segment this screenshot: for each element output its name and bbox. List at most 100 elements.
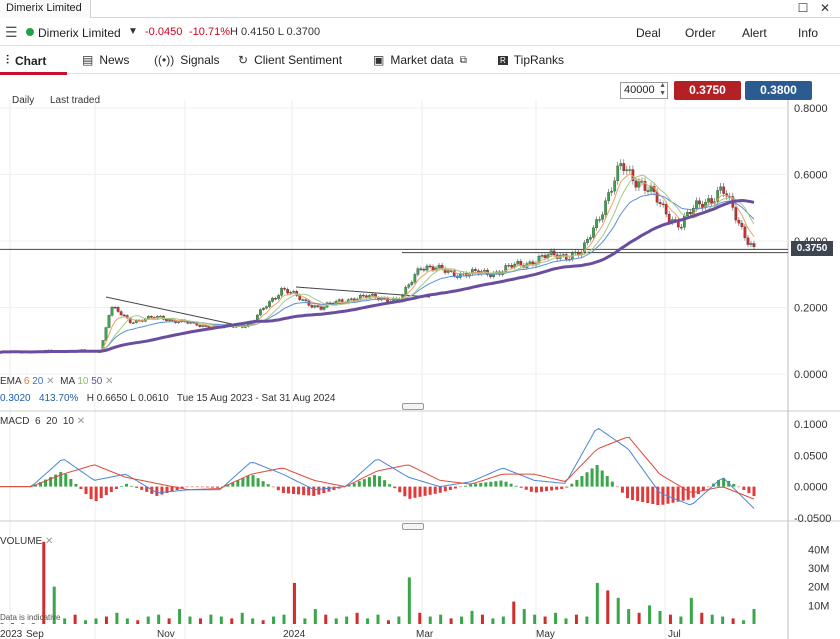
- macd-histogram-bar: [205, 486, 209, 488]
- chart-area[interactable]: 0.80000.60000.40000.20000.00002023SepNov…: [0, 100, 840, 639]
- candle: [271, 298, 274, 302]
- macd-histogram-bar: [428, 486, 432, 495]
- volume-bar: [21, 623, 25, 624]
- tab-market-data[interactable]: ▣ Market data ⧉: [373, 53, 467, 67]
- tab-label: TipRanks: [513, 53, 565, 67]
- x-tick-label: Sep: [26, 629, 44, 639]
- volume-bar: [595, 582, 599, 624]
- tab-tipranks[interactable]: R TipRanks: [498, 53, 564, 67]
- menu-icon[interactable]: ☰: [5, 24, 18, 40]
- price-change: -0.0450: [145, 26, 183, 38]
- instrument-name[interactable]: Dimerix Limited: [38, 26, 121, 40]
- y-tick-label: 0.0000: [794, 369, 828, 381]
- candle: [528, 261, 532, 264]
- chevron-down-icon[interactable]: ▼: [128, 26, 138, 37]
- candle: [543, 255, 547, 259]
- macd-histogram-bar: [464, 485, 468, 487]
- candle: [540, 255, 544, 257]
- macd-tick-label: -0.0500: [794, 513, 831, 525]
- macd-histogram-bar: [261, 481, 265, 487]
- tab-client-sentiment[interactable]: ↻ Client Sentiment: [238, 53, 342, 67]
- tab-signals[interactable]: ((•)) Signals: [154, 53, 220, 67]
- alert-button[interactable]: Alert: [742, 26, 767, 40]
- macd-histogram-bar: [458, 486, 462, 488]
- candle: [607, 192, 611, 201]
- candle: [552, 250, 556, 255]
- macd-histogram-bar: [514, 485, 518, 487]
- macd-histogram-bar: [246, 475, 250, 487]
- macd-histogram-bar: [125, 483, 129, 487]
- candle: [613, 180, 617, 192]
- order-button[interactable]: Order: [685, 26, 716, 40]
- tab-news[interactable]: ▤ News: [82, 53, 129, 67]
- active-tab-indicator: [0, 72, 67, 75]
- close-icon[interactable]: ✕: [819, 1, 831, 15]
- volume-tick-label: 20M: [808, 582, 829, 594]
- candle: [134, 320, 138, 323]
- close-icon[interactable]: ✕: [105, 376, 114, 387]
- macd-histogram-bar: [494, 481, 498, 487]
- macd-histogram-bar: [33, 484, 37, 487]
- sell-button[interactable]: 0.3750: [674, 81, 741, 100]
- volume-bar: [386, 620, 390, 624]
- price-type-selector[interactable]: Last traded: [50, 95, 101, 106]
- candle: [504, 265, 508, 273]
- volume-bar: [94, 618, 98, 624]
- volume-bar: [73, 614, 77, 624]
- volume-bar: [418, 612, 422, 624]
- stepper-icon[interactable]: ▲ ▼: [659, 82, 666, 97]
- candle: [262, 308, 265, 310]
- volume-bar: [104, 616, 108, 624]
- candle: [150, 316, 153, 318]
- macd-param: 10: [62, 416, 74, 427]
- macd-histogram-bar: [524, 486, 528, 490]
- deal-button[interactable]: Deal: [636, 26, 661, 40]
- restore-icon[interactable]: ☐: [797, 1, 809, 15]
- tab-chart[interactable]: ⫶ Chart: [6, 53, 46, 68]
- macd-histogram-bar: [286, 486, 290, 494]
- candle: [737, 219, 741, 224]
- macd-histogram-bar: [595, 464, 599, 487]
- candle: [598, 219, 601, 221]
- close-icon[interactable]: ✕: [45, 536, 54, 547]
- macd-histogram-bar: [327, 486, 331, 492]
- macd-histogram-bar: [686, 486, 690, 500]
- candle: [198, 325, 202, 327]
- volume-legend: VOLUME ✕: [0, 536, 53, 547]
- candle: [549, 250, 553, 255]
- macd-histogram-bar: [251, 475, 255, 487]
- macd-histogram-bar: [109, 486, 113, 493]
- candle: [419, 268, 423, 270]
- candle: [646, 190, 650, 192]
- signal-line: [0, 436, 755, 500]
- volume-bar: [261, 620, 265, 624]
- trend-line: [295, 286, 431, 298]
- volume-bar: [585, 616, 589, 624]
- pane-resize-handle[interactable]: [402, 523, 424, 530]
- interval-selector[interactable]: Daily: [12, 95, 35, 106]
- pane-resize-handle[interactable]: [402, 403, 424, 410]
- y-tick-label: 0.2000: [794, 303, 828, 315]
- candle: [628, 169, 632, 171]
- macd-histogram-bar: [747, 486, 751, 493]
- close-icon[interactable]: ✕: [76, 416, 86, 427]
- macd-histogram-bar: [140, 486, 144, 490]
- window-tab[interactable]: Dimerix Limited: [0, 0, 91, 18]
- candle: [337, 299, 341, 302]
- volume-bar: [637, 612, 641, 624]
- info-button[interactable]: Info: [798, 26, 819, 40]
- quantity-input[interactable]: 40000 ▲ ▼: [620, 82, 668, 99]
- candle: [113, 307, 117, 309]
- macd-histogram-bar: [504, 481, 508, 487]
- volume-bar: [721, 616, 725, 624]
- ma-10-value: 10: [77, 376, 89, 387]
- macd-histogram-bar: [312, 486, 316, 496]
- candle: [204, 325, 208, 327]
- candle: [749, 243, 753, 245]
- buy-button[interactable]: 0.3800: [745, 81, 812, 100]
- macd-histogram-bar: [145, 486, 149, 492]
- candle: [746, 237, 750, 245]
- close-icon[interactable]: ✕: [46, 376, 55, 387]
- macd-histogram-bar: [352, 483, 356, 487]
- candle: [119, 311, 123, 316]
